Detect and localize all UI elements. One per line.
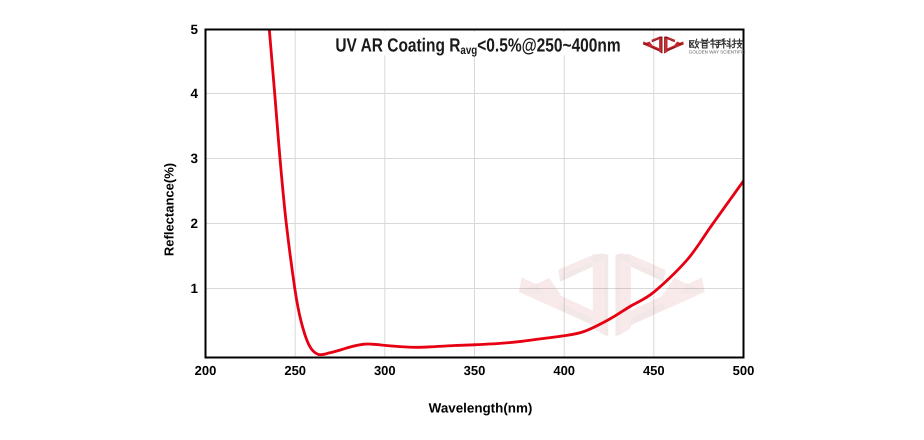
svg-text:Reflectance(%): Reflectance(%) (162, 163, 177, 256)
svg-text:Wavelength(nm): Wavelength(nm) (429, 401, 533, 416)
svg-text:300: 300 (374, 363, 396, 378)
svg-text:400: 400 (553, 363, 575, 378)
svg-text:1: 1 (190, 281, 198, 296)
svg-text:500: 500 (733, 363, 755, 378)
svg-text:5: 5 (190, 22, 198, 37)
svg-text:250: 250 (284, 363, 306, 378)
svg-text:2: 2 (190, 216, 198, 231)
svg-text:350: 350 (464, 363, 486, 378)
svg-text:450: 450 (643, 363, 665, 378)
svg-text:GOLDEN WAY SCIENTIFIC: GOLDEN WAY SCIENTIFIC (689, 49, 746, 54)
svg-text:3: 3 (190, 151, 198, 166)
svg-text:200: 200 (195, 363, 217, 378)
svg-text:UV AR Coating Ravg<0.5%@250~40: UV AR Coating Ravg<0.5%@250~400nm (335, 35, 620, 57)
svg-text:4: 4 (190, 86, 198, 101)
